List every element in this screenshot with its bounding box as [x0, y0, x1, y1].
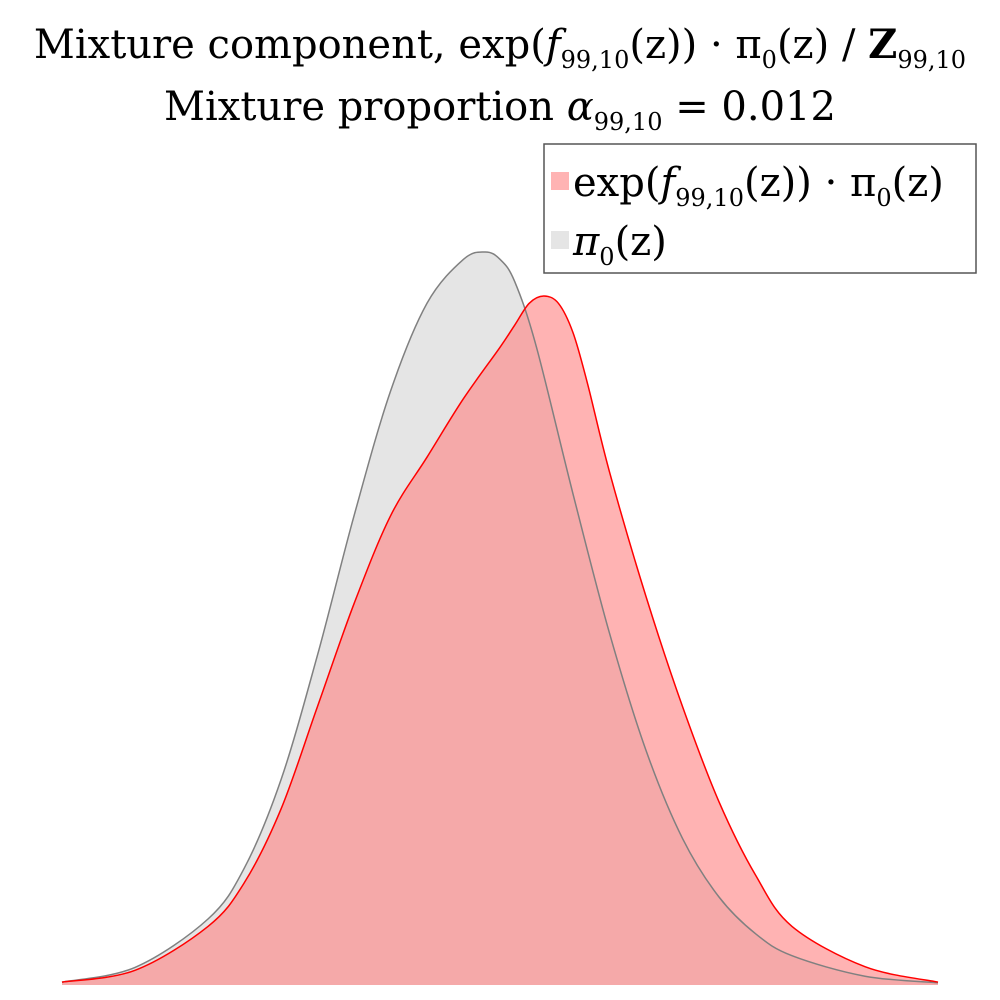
legend-label-pi0: π0(z)	[572, 219, 667, 271]
series-mixture-area	[62, 296, 938, 985]
title2-alpha-subscript: 99,10	[594, 108, 663, 136]
title-z-symbol: Z	[868, 21, 897, 68]
legend-pi0-symbol: π	[572, 219, 600, 265]
series-pi0-line	[61, 251, 939, 984]
legend-box	[543, 143, 977, 274]
title-f-subscript: 99,10	[561, 46, 630, 74]
series-mixture-line	[61, 295, 939, 983]
legend: exp(f99,10(z)) · π0(z) π0(z)	[543, 143, 977, 274]
title-z-subscript: 99,10	[897, 46, 966, 74]
legend-mix-pi-subscript: 0	[876, 184, 891, 212]
chart-title-line2: Mixture proportion α99,10 = 0.012	[164, 84, 836, 136]
legend-mix-mid: (z)) · π	[744, 160, 876, 206]
legend-pi0-subscript: 0	[599, 243, 614, 271]
legend-mix-post: (z)	[892, 160, 944, 206]
title2-value: = 0.012	[662, 84, 835, 130]
legend-pi0-post: (z)	[615, 219, 667, 265]
chart-title-line1: Mixture component, exp(f99,10(z)) · π0(z…	[34, 21, 966, 74]
plot-area	[61, 251, 939, 985]
title-prefix: Mixture component, exp(	[34, 22, 546, 68]
title2-prefix: Mixture proportion	[164, 84, 567, 130]
legend-label-mixture: exp(f99,10(z)) · π0(z)	[573, 160, 944, 212]
legend-mix-f-subscript: 99,10	[675, 184, 744, 212]
title-mid: (z)) · π	[629, 22, 761, 68]
legend-swatch-pi0	[551, 231, 569, 249]
legend-mix-pre: exp(	[573, 160, 660, 206]
title-after-pi: (z) /	[777, 22, 868, 68]
legend-swatch-mixture	[551, 172, 569, 190]
title2-alpha-symbol: α	[567, 84, 594, 130]
title-pi-subscript: 0	[762, 46, 777, 74]
